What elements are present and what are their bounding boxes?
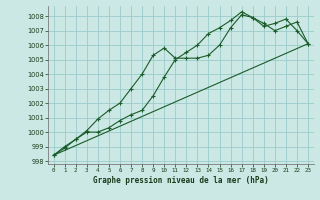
X-axis label: Graphe pression niveau de la mer (hPa): Graphe pression niveau de la mer (hPa) — [93, 176, 269, 185]
